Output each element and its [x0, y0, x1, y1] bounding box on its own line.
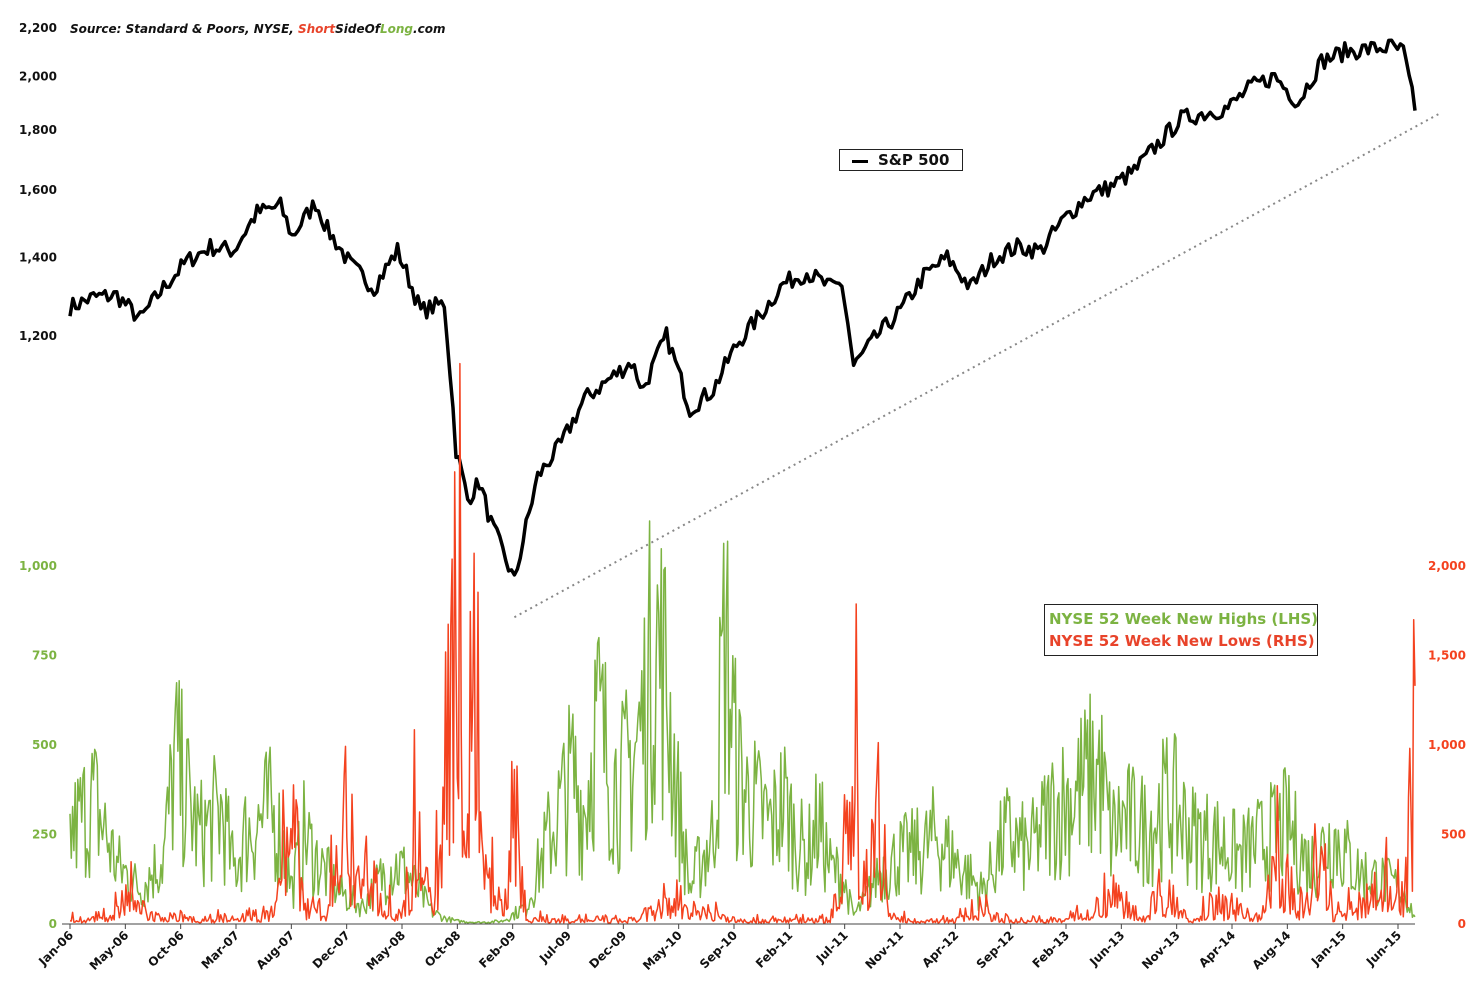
x-tick-label: Dec-07 — [310, 928, 353, 971]
highs-y-axis: 0 250 500 750 1,000 — [19, 559, 57, 931]
breadth-legend: NYSE 52 Week New Highs (LHS) NYSE 52 Wee… — [1044, 604, 1318, 656]
lows-y-tick: 0 — [1458, 917, 1466, 931]
x-tick-label: Apr-12 — [919, 928, 961, 970]
x-tick-label: Apr-14 — [1196, 928, 1238, 970]
highs-y-tick: 1,000 — [19, 559, 57, 573]
x-tick-label: Aug-14 — [1250, 928, 1294, 972]
sp500-y-tick: 2,000 — [19, 69, 57, 83]
sp500-legend-label: S&P 500 — [878, 151, 950, 169]
x-tick-label: Mar-07 — [199, 928, 243, 972]
source-side-of: SideOf — [335, 22, 380, 36]
sp500-line — [68, 38, 1417, 577]
x-axis: Jan-06 May-06 Oct-06 Mar-07 Aug-07 Dec-07 May-… — [35, 924, 1404, 973]
source-note: Source: Standard & Poors, NYSE, ShortSid… — [70, 22, 445, 36]
x-tick-label: Feb-13 — [1030, 928, 1073, 971]
x-tick-label: Nov-11 — [862, 928, 906, 972]
x-tick-label: Oct-06 — [145, 928, 187, 970]
x-tick-label: Jun-15 — [1363, 928, 1404, 969]
highs-y-tick: 750 — [32, 649, 57, 663]
sp500-y-tick: 2,200 — [19, 21, 57, 35]
source-prefix: Source: Standard & Poors, NYSE, — [70, 22, 298, 36]
highs-y-tick: 500 — [32, 738, 57, 752]
x-tick-label: Jul-09 — [536, 928, 574, 966]
sp500-y-tick: 1,800 — [19, 123, 57, 137]
sp500-y-tick: 1,200 — [19, 329, 57, 343]
trend-line — [513, 112, 1441, 619]
lows-legend-label: NYSE 52 Week New Lows (RHS) — [1049, 632, 1315, 650]
x-tick-label: Feb-11 — [753, 928, 796, 971]
new-highs-line — [69, 520, 1416, 925]
sp500-y-axis: 2,200 2,000 1,800 1,600 1,400 1,200 — [19, 21, 57, 343]
x-tick-label: Sep-10 — [697, 928, 740, 971]
x-tick-label: Jul-11 — [813, 928, 851, 966]
source-long: Long — [380, 22, 414, 36]
x-tick-label: Sep-12 — [974, 928, 1017, 971]
x-tick-label: Jan-06 — [35, 928, 76, 969]
x-tick-label: May-06 — [87, 928, 132, 973]
x-tick-label: May-08 — [363, 928, 408, 973]
highs-y-tick: 250 — [32, 828, 57, 842]
x-tick-label: Oct-08 — [422, 928, 464, 970]
new-lows-line — [69, 362, 1416, 924]
highs-legend-label: NYSE 52 Week New Highs (LHS) — [1049, 610, 1319, 628]
highs-y-tick: 0 — [49, 917, 57, 931]
sp500-y-tick: 1,400 — [19, 251, 57, 265]
source-suffix: .com — [413, 22, 446, 36]
x-tick-label: Jan-15 — [1308, 928, 1349, 969]
source-short: Short — [298, 22, 336, 36]
lows-y-tick: 2,000 — [1428, 559, 1466, 573]
x-tick-label: Dec-09 — [586, 928, 629, 971]
x-tick-label: Aug-07 — [254, 928, 298, 972]
lows-y-axis: 0 500 1,000 1,500 2,000 — [1428, 559, 1466, 931]
x-tick-label: Jun-13 — [1086, 928, 1127, 969]
sp500-legend: S&P 500 — [839, 149, 963, 171]
lows-y-tick: 1,500 — [1428, 649, 1466, 663]
lows-y-tick: 500 — [1441, 828, 1466, 842]
sp500-y-tick: 1,600 — [19, 183, 57, 197]
x-tick-label: May-10 — [640, 928, 685, 973]
lows-y-tick: 1,000 — [1428, 738, 1466, 752]
x-tick-label: Nov-13 — [1139, 928, 1183, 972]
x-tick-label: Feb-09 — [476, 928, 519, 971]
sp500-legend-swatch — [852, 160, 868, 163]
